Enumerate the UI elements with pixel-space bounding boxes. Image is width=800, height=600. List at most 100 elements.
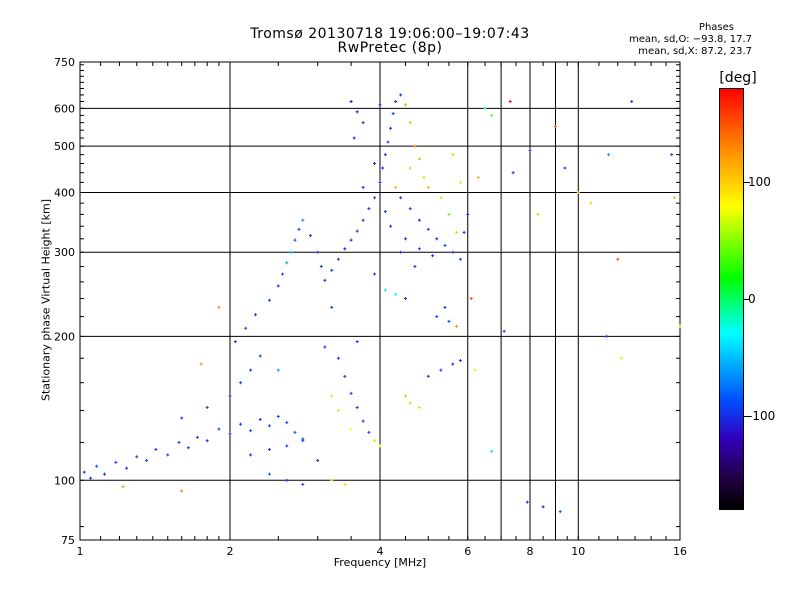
data-point <box>249 429 253 433</box>
data-point <box>403 237 407 241</box>
data-point <box>403 394 407 398</box>
data-point <box>361 185 365 189</box>
data-point <box>576 190 580 194</box>
data-point <box>289 250 293 254</box>
data-point <box>443 243 447 247</box>
data-point <box>125 466 129 470</box>
data-point <box>403 103 407 107</box>
data-point <box>103 472 107 476</box>
data-point <box>336 356 340 360</box>
data-point <box>616 257 620 261</box>
data-point <box>417 405 421 409</box>
data-point <box>336 257 340 261</box>
phase-stats-x-mode: mean, sd,X: 87.2, 23.7 <box>638 46 752 57</box>
data-point <box>391 112 395 116</box>
data-point <box>177 440 181 444</box>
data-point <box>389 224 393 228</box>
data-point <box>349 427 353 431</box>
data-point <box>426 227 430 231</box>
data-point <box>330 394 334 398</box>
data-point <box>439 196 443 200</box>
data-point <box>435 315 439 319</box>
data-point <box>451 362 455 366</box>
y-tick-label: 750 <box>54 56 75 69</box>
data-point <box>473 368 477 372</box>
data-point <box>308 234 312 238</box>
data-point <box>373 439 377 443</box>
colorbar-tick <box>744 181 750 183</box>
data-point <box>443 305 447 309</box>
phase-stats-header: Phases <box>698 22 734 33</box>
data-point <box>451 250 455 254</box>
y-tick-label: 200 <box>54 330 75 343</box>
data-point <box>145 458 149 462</box>
data-point <box>394 185 398 189</box>
y-tick-label: 75 <box>61 534 75 547</box>
data-point <box>323 345 327 349</box>
data-point <box>378 103 382 107</box>
x-tick-label: 8 <box>527 545 534 558</box>
data-point <box>228 394 232 398</box>
data-point <box>82 470 86 474</box>
data-point <box>367 430 371 434</box>
data-point <box>228 432 232 436</box>
data-point <box>447 212 451 216</box>
data-point <box>413 144 417 148</box>
data-point <box>267 424 271 428</box>
data-point <box>413 265 417 269</box>
data-point <box>114 460 118 464</box>
data-point <box>267 298 271 302</box>
data-point <box>361 121 365 125</box>
data-point <box>469 297 473 301</box>
data-point <box>619 356 623 360</box>
data-point <box>373 161 377 165</box>
data-point <box>154 447 158 451</box>
y-axis-label: Stationary phase Virtual Height [km] <box>39 198 53 402</box>
data-point <box>630 100 634 104</box>
data-point <box>455 230 459 234</box>
data-point <box>336 408 340 412</box>
data-point <box>458 359 462 363</box>
data-point <box>180 416 184 420</box>
data-point <box>330 268 334 272</box>
data-point <box>458 257 462 261</box>
data-point <box>605 334 609 338</box>
data-point <box>541 505 545 509</box>
x-tick-label: 16 <box>673 545 687 558</box>
data-point <box>455 324 459 328</box>
data-point <box>349 391 353 395</box>
data-point <box>343 247 347 251</box>
data-point <box>563 166 567 170</box>
data-point <box>323 278 327 282</box>
data-point <box>408 166 412 170</box>
data-point <box>89 476 93 480</box>
colorbar-tick-label: 100 <box>748 174 771 189</box>
data-point <box>239 422 243 426</box>
data-point <box>267 447 271 451</box>
data-point <box>285 478 289 482</box>
data-point <box>378 180 382 184</box>
data-point <box>195 435 199 439</box>
data-point <box>199 362 203 366</box>
data-point <box>293 238 297 242</box>
data-point <box>447 319 451 323</box>
data-point <box>121 485 125 489</box>
data-point <box>258 354 262 358</box>
data-point <box>462 230 466 234</box>
data-point <box>205 405 209 409</box>
y-tick-label: 400 <box>54 186 75 199</box>
data-point <box>451 153 455 157</box>
data-point <box>233 340 237 344</box>
data-point <box>536 212 540 216</box>
data-point <box>373 196 377 200</box>
x-tick-label: 1 <box>77 545 84 558</box>
data-point <box>435 237 439 241</box>
data-point <box>285 261 289 265</box>
data-point <box>490 113 494 117</box>
data-point <box>343 374 347 378</box>
data-point <box>528 148 532 152</box>
data-point <box>399 250 403 254</box>
data-point <box>670 153 674 157</box>
data-point <box>285 444 289 448</box>
phase-stats-o-mode: mean, sd,O: −93.8, 17.7 <box>629 34 752 45</box>
